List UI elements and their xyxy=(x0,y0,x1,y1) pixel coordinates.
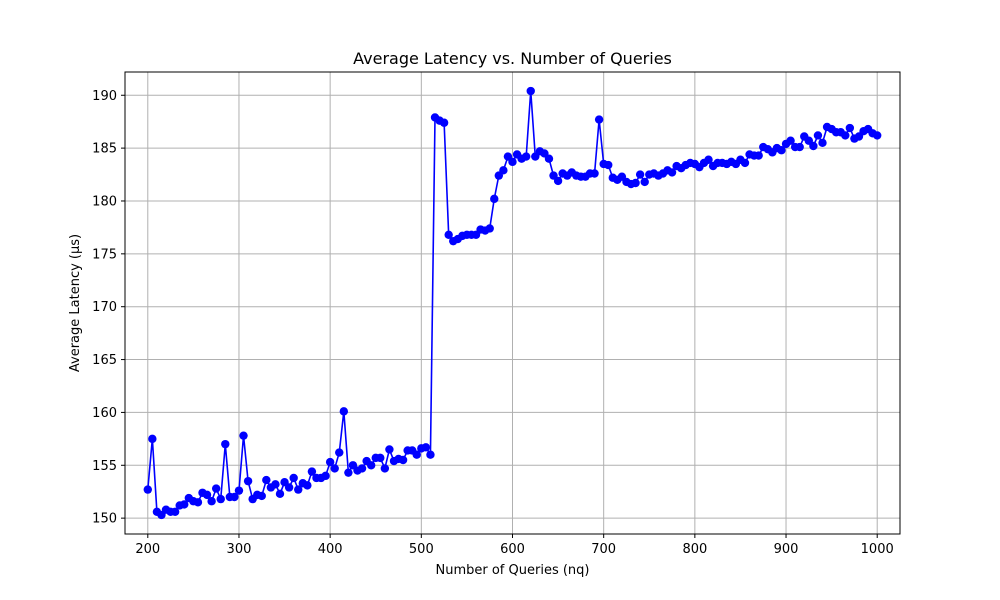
data-point xyxy=(376,453,385,463)
data-point xyxy=(841,131,850,140)
y-tick-label: 175 xyxy=(92,247,117,262)
x-tick-label: 300 xyxy=(227,542,252,557)
data-point xyxy=(216,494,225,504)
series-group xyxy=(143,86,882,520)
data-point xyxy=(499,166,508,175)
data-point xyxy=(294,485,303,494)
y-tick-label: 160 xyxy=(92,406,117,421)
data-point xyxy=(553,176,563,186)
y-tick-label: 150 xyxy=(92,512,117,527)
x-tick-label: 700 xyxy=(591,542,616,557)
data-point xyxy=(148,434,157,444)
data-point xyxy=(398,455,408,465)
data-point xyxy=(380,464,390,473)
data-point xyxy=(667,168,677,177)
y-tick-label: 180 xyxy=(92,194,117,209)
data-point xyxy=(818,138,827,148)
data-point xyxy=(366,461,376,470)
data-point xyxy=(211,484,221,493)
data-point xyxy=(795,142,804,152)
data-point xyxy=(357,464,367,473)
data-point xyxy=(335,448,344,457)
data-point xyxy=(303,481,312,490)
y-tick-label: 165 xyxy=(92,353,117,368)
data-point xyxy=(631,178,640,188)
chart-title: Average Latency vs. Number of Queries xyxy=(353,49,672,68)
y-tick-label: 190 xyxy=(92,89,117,104)
data-point xyxy=(170,507,180,516)
axis-ticks: 200 300 400 500 600 700 800 900 1000 150 155 160 165… xyxy=(92,89,894,557)
data-point xyxy=(809,141,818,151)
x-tick-label: 900 xyxy=(774,542,799,557)
x-tick-label: 1000 xyxy=(861,542,894,557)
x-tick-label: 200 xyxy=(135,542,160,557)
data-point xyxy=(845,123,855,133)
data-point xyxy=(777,146,786,155)
data-point xyxy=(439,118,449,127)
x-axis-label: Number of Queries (nq) xyxy=(436,563,590,578)
y-tick-label: 155 xyxy=(92,459,117,474)
y-axis-label: Average Latency (µs) xyxy=(68,234,83,372)
data-point xyxy=(740,158,750,168)
data-point xyxy=(444,230,453,240)
data-point xyxy=(385,445,394,454)
data-point xyxy=(485,224,494,233)
data-point xyxy=(321,471,330,481)
data-point xyxy=(590,169,599,178)
x-tick-label: 500 xyxy=(409,542,434,557)
x-tick-label: 400 xyxy=(318,542,343,557)
data-point xyxy=(640,177,649,187)
y-tick-label: 170 xyxy=(92,300,117,315)
data-point xyxy=(813,131,823,140)
data-point xyxy=(271,480,280,489)
data-point xyxy=(230,492,239,502)
data-point xyxy=(143,485,152,494)
data-point xyxy=(330,464,339,473)
data-point xyxy=(544,154,554,163)
data-point xyxy=(412,450,421,459)
data-point xyxy=(490,194,499,204)
data-point xyxy=(344,468,353,477)
data-point xyxy=(604,160,613,170)
data-point xyxy=(704,155,713,164)
data-point xyxy=(526,86,535,96)
data-point xyxy=(421,443,431,452)
data-point xyxy=(635,170,645,179)
y-tick-label: 185 xyxy=(92,142,117,157)
x-tick-label: 600 xyxy=(500,542,525,557)
data-point xyxy=(221,439,230,449)
grid-lines xyxy=(125,72,900,534)
data-point xyxy=(426,450,435,459)
data-point xyxy=(339,407,349,416)
data-point xyxy=(873,131,882,140)
data-point xyxy=(325,457,335,467)
data-point xyxy=(180,500,189,509)
data-point xyxy=(234,486,244,495)
data-point xyxy=(754,151,763,160)
data-point xyxy=(289,473,298,483)
x-tick-label: 800 xyxy=(682,542,707,557)
data-point xyxy=(193,498,203,507)
data-point xyxy=(239,431,248,440)
data-point xyxy=(594,115,604,124)
data-point xyxy=(207,497,216,506)
data-point xyxy=(275,489,285,499)
data-point xyxy=(243,476,253,486)
data-point xyxy=(262,475,271,485)
data-point xyxy=(307,467,317,476)
data-point xyxy=(521,152,531,161)
data-point xyxy=(284,483,294,492)
data-point xyxy=(257,491,266,501)
data-point xyxy=(508,157,517,167)
data-point xyxy=(202,490,212,500)
data-point xyxy=(786,136,795,145)
